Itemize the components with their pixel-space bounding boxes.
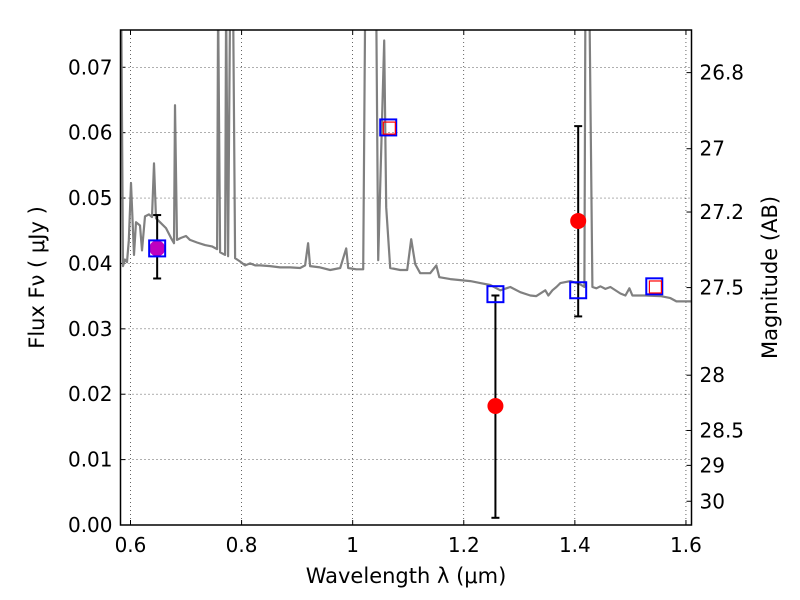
x-tick-label: 1.4 [559,533,591,557]
x-tick-label: 1.6 [670,533,702,557]
y-tick-label: 0.03 [68,317,113,341]
right-tick-label: 29 [700,453,725,477]
right-tick-label: 28.5 [700,418,745,442]
y-tick-label: 0.01 [68,448,113,472]
x-tick-label: 1 [346,533,359,557]
right-tick-label: 30 [700,489,725,513]
y-tick-label: 0.06 [68,121,113,145]
plot-frame [119,29,693,526]
y-axis-label: Flux Fν ( μJy ) [25,206,49,349]
observed-point [149,240,166,257]
plot-area [120,30,692,519]
model-inner-square [648,280,662,294]
right-tick-label: 27.2 [700,200,745,224]
x-tick-label: 1.2 [448,533,480,557]
model-square [486,285,505,304]
spectrum-line [120,30,692,303]
model-square [645,277,664,296]
right-tick-label: 27 [700,137,725,161]
model-inner-square [382,121,396,135]
y-tick-label: 0.04 [68,251,113,275]
right-tick-label: 26.8 [700,61,745,85]
x-tick-label: 0.8 [226,533,258,557]
model-square [379,118,398,137]
right-tick-label: 27.5 [700,276,745,300]
model-square [148,239,167,258]
y-tick-label: 0.02 [68,382,113,406]
y-tick-label: 0.05 [68,186,113,210]
right-axis-label: Magnitude (AB) [758,196,782,359]
right-tick-label: 28 [700,363,725,387]
observed-point [487,397,504,414]
y-tick-label: 0.07 [68,55,113,79]
x-axis-label: Wavelength λ (μm) [306,564,507,588]
x-tick-label: 0.6 [115,533,147,557]
observed-point [570,212,587,229]
y-tick-label: 0.00 [68,513,113,537]
model-square [569,281,588,300]
